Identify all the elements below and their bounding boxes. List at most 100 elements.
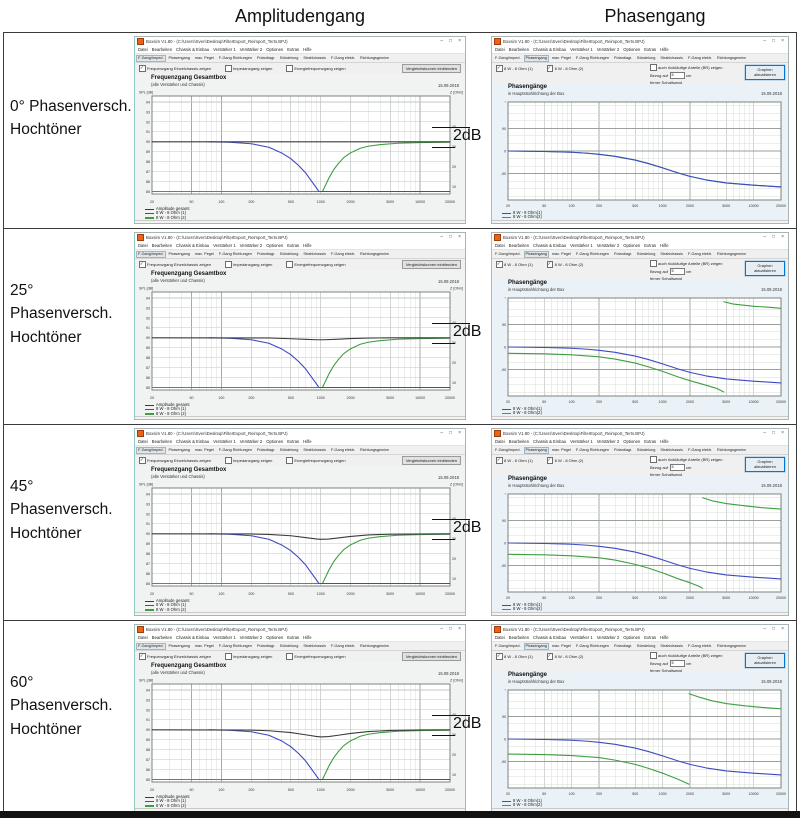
minimize-button[interactable]: – (440, 626, 444, 632)
checkbox-checked[interactable] (546, 653, 554, 660)
update-graphs-button[interactable]: Graphen aktualisieren (745, 65, 785, 80)
toolbar-tab[interactable]: Richtungsgewinn (717, 56, 746, 60)
menu-item[interactable]: Extras (644, 243, 657, 248)
menu-item[interactable]: Extras (644, 439, 657, 444)
toolbar-tab[interactable]: Phasengang (523, 642, 549, 650)
toolbar-tab[interactable]: Phasengang (523, 54, 549, 62)
minimize-button[interactable]: – (763, 626, 767, 632)
menu-item[interactable]: Verstärker 1 (570, 47, 593, 52)
menu-item[interactable]: Chassis & Einbau (533, 243, 567, 248)
checkbox-unchecked[interactable] (225, 653, 232, 660)
menu-item[interactable]: Bearbeiten (151, 635, 173, 640)
menu-item[interactable]: Verstärker 2 (596, 243, 620, 248)
toolbar-tab[interactable]: Bündelung (280, 644, 299, 648)
menu-item[interactable]: Datei (138, 635, 148, 640)
menu-item[interactable]: Bearbeiten (508, 439, 530, 444)
minimize-button[interactable]: – (763, 430, 767, 436)
toolbar-tab[interactable]: Phasengang (168, 56, 190, 60)
channel-checkbox[interactable]: 8 W - 8 Ohm (2) (546, 653, 583, 660)
toolbar-tab[interactable]: Strahlchassis (660, 56, 683, 60)
menu-item[interactable]: Datei (495, 635, 505, 640)
checkbox-checked[interactable] (496, 457, 503, 464)
toolbar-tab[interactable]: Polardiagr. (614, 448, 633, 452)
menu-item[interactable]: Hilfe (303, 635, 312, 640)
update-graphs-button[interactable]: Graphen aktualisieren (745, 457, 785, 472)
checkbox-checked[interactable] (139, 457, 146, 464)
toolbar-tab[interactable]: Bündelung (280, 56, 299, 60)
checkbox-unchecked[interactable] (650, 260, 657, 267)
toolbar-tab[interactable]: F-Gang/Imped. (136, 642, 166, 650)
toolbar-tab[interactable]: Polardiagr. (257, 448, 276, 452)
toolbar-tab[interactable]: max. Pegel (551, 56, 571, 60)
toolbar-tab[interactable]: F-Gang Richtungen (575, 448, 610, 452)
compare-curves-button[interactable]: Vergleichskurven einblenden (401, 456, 461, 465)
toolbar-tab[interactable]: F-Gang Richtungen (218, 56, 253, 60)
toolbar-tab[interactable]: Strahlchassis (660, 448, 683, 452)
toolbar-tab[interactable]: F-Gang/Imped. (136, 250, 166, 258)
menu-item[interactable]: Hilfe (303, 439, 312, 444)
menu-item[interactable]: Verstärker 1 (213, 47, 236, 52)
menu-item[interactable]: Hilfe (660, 243, 669, 248)
menu-item[interactable]: Verstärker 1 (213, 243, 236, 248)
channel-checkbox[interactable]: 8 W - 8 Ohm (2) (546, 457, 583, 464)
toolbar-tab[interactable]: Strahlchassis (660, 644, 683, 648)
menu-item[interactable]: Verstärker 2 (239, 243, 263, 248)
checkbox-unchecked[interactable] (286, 653, 293, 660)
channel-checkbox[interactable]: 8 W - 8 Ohm (2) (546, 261, 583, 268)
menu-item[interactable]: Extras (287, 243, 300, 248)
close-button[interactable]: × (458, 234, 461, 240)
compare-curves-button[interactable]: Vergleichskurven einblenden (401, 260, 461, 269)
menu-item[interactable]: Hilfe (660, 47, 669, 52)
menu-item[interactable]: Chassis & Einbau (176, 635, 210, 640)
option-checkbox[interactable]: Impedanzgang zeigen (225, 653, 272, 660)
menu-item[interactable]: Datei (495, 47, 505, 52)
bezug-input[interactable]: 5 (669, 659, 685, 667)
maximize-button[interactable]: □ (772, 38, 776, 44)
checkbox-unchecked[interactable] (650, 652, 657, 659)
toolbar-tab[interactable]: Phasengang (168, 644, 190, 648)
menu-item[interactable]: Optionen (266, 635, 284, 640)
toolbar-tab[interactable]: F-Gang Richtungen (218, 644, 253, 648)
checkbox-checked[interactable] (546, 261, 554, 268)
toolbar-tab[interactable]: max. Pegel (194, 448, 214, 452)
menu-item[interactable]: Bearbeiten (151, 47, 173, 52)
toolbar-tab[interactable]: F-Gang/Imped. (495, 252, 521, 256)
compare-curves-button[interactable]: Vergleichskurven einblenden (401, 652, 461, 661)
toolbar-tab[interactable]: max. Pegel (551, 644, 571, 648)
toolbar-tab[interactable]: Bündelung (637, 448, 656, 452)
toolbar-tab[interactable]: F-Gang/Imped. (136, 446, 166, 454)
toolbar-tab[interactable]: Strahlchassis (303, 448, 326, 452)
toolbar-tab[interactable]: F-Gang elektr. (330, 448, 355, 452)
checkbox-checked[interactable] (139, 65, 146, 72)
minimize-button[interactable]: – (763, 234, 767, 240)
menu-item[interactable]: Datei (495, 243, 505, 248)
toolbar-tab[interactable]: Phasengang (168, 448, 190, 452)
toolbar-tab[interactable]: Strahlchassis (303, 644, 326, 648)
option-checkbox[interactable]: Energiefrequenzgang zeigen (286, 653, 346, 660)
toolbar-tab[interactable]: Bündelung (637, 252, 656, 256)
toolbar-tab[interactable]: Phasengang (168, 252, 190, 256)
menu-item[interactable]: Chassis & Einbau (176, 439, 210, 444)
menu-item[interactable]: Hilfe (660, 439, 669, 444)
channel-checkbox[interactable]: 8 W - 8 Ohm (1) (496, 261, 533, 268)
menu-item[interactable]: Verstärker 1 (570, 243, 593, 248)
toolbar-tab[interactable]: Richtungsgewinn (360, 644, 389, 648)
menu-item[interactable]: Verstärker 2 (239, 635, 263, 640)
channel-checkbox[interactable]: 8 W - 8 Ohm (1) (496, 65, 533, 72)
close-button[interactable]: × (458, 38, 461, 44)
toolbar-tab[interactable]: F-Gang elektr. (687, 56, 712, 60)
maximize-button[interactable]: □ (449, 38, 453, 44)
toolbar-tab[interactable]: F-Gang Richtungen (575, 644, 610, 648)
checkbox-unchecked[interactable] (225, 65, 232, 72)
bezug-input[interactable]: 5 (669, 267, 685, 275)
channel-checkbox[interactable]: 8 W - 8 Ohm (2) (546, 65, 583, 72)
menu-item[interactable]: Verstärker 2 (239, 439, 263, 444)
toolbar-tab[interactable]: Richtungsgewinn (360, 448, 389, 452)
toolbar-tab[interactable]: F-Gang/Imped. (495, 56, 521, 60)
option-checkbox[interactable]: Frequenzgang Einzelchassis zeigen (139, 261, 211, 268)
toolbar-tab[interactable]: F-Gang elektr. (687, 252, 712, 256)
toolbar-tab[interactable]: F-Gang Richtungen (218, 448, 253, 452)
toolbar-tab[interactable]: F-Gang elektr. (687, 644, 712, 648)
channel-checkbox[interactable]: 8 W - 8 Ohm (1) (496, 457, 533, 464)
toolbar-tab[interactable]: F-Gang/Imped. (136, 54, 166, 62)
